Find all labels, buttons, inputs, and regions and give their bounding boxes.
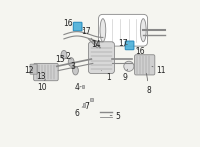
Bar bbox=[83, 103, 85, 107]
FancyBboxPatch shape bbox=[135, 55, 155, 75]
Text: 1: 1 bbox=[101, 71, 111, 82]
Bar bbox=[90, 98, 93, 101]
Bar bbox=[82, 85, 84, 88]
Ellipse shape bbox=[68, 58, 74, 66]
FancyBboxPatch shape bbox=[88, 42, 114, 74]
FancyBboxPatch shape bbox=[34, 63, 58, 81]
Text: 4: 4 bbox=[74, 83, 81, 92]
Text: 5: 5 bbox=[110, 112, 120, 121]
Ellipse shape bbox=[61, 50, 67, 59]
Text: 7: 7 bbox=[85, 102, 89, 111]
Text: 6: 6 bbox=[74, 107, 83, 118]
Text: 12: 12 bbox=[25, 66, 34, 75]
Text: 13: 13 bbox=[36, 72, 46, 81]
Text: 17: 17 bbox=[118, 39, 128, 48]
Ellipse shape bbox=[124, 61, 134, 71]
Ellipse shape bbox=[100, 19, 106, 42]
Text: 17: 17 bbox=[81, 27, 90, 36]
Text: 16: 16 bbox=[136, 47, 145, 56]
FancyBboxPatch shape bbox=[99, 14, 148, 46]
Text: 10: 10 bbox=[37, 79, 47, 92]
FancyBboxPatch shape bbox=[125, 41, 134, 50]
Text: 3: 3 bbox=[70, 62, 75, 71]
Text: 15: 15 bbox=[55, 55, 64, 64]
Text: 11: 11 bbox=[152, 66, 165, 75]
Text: 14: 14 bbox=[91, 40, 100, 49]
Ellipse shape bbox=[73, 66, 78, 75]
Text: 8: 8 bbox=[147, 73, 151, 95]
Text: 2: 2 bbox=[66, 52, 71, 61]
Text: 9: 9 bbox=[122, 69, 127, 82]
Text: 16: 16 bbox=[63, 19, 73, 27]
FancyBboxPatch shape bbox=[73, 22, 82, 31]
FancyBboxPatch shape bbox=[30, 64, 37, 74]
Ellipse shape bbox=[140, 19, 146, 42]
